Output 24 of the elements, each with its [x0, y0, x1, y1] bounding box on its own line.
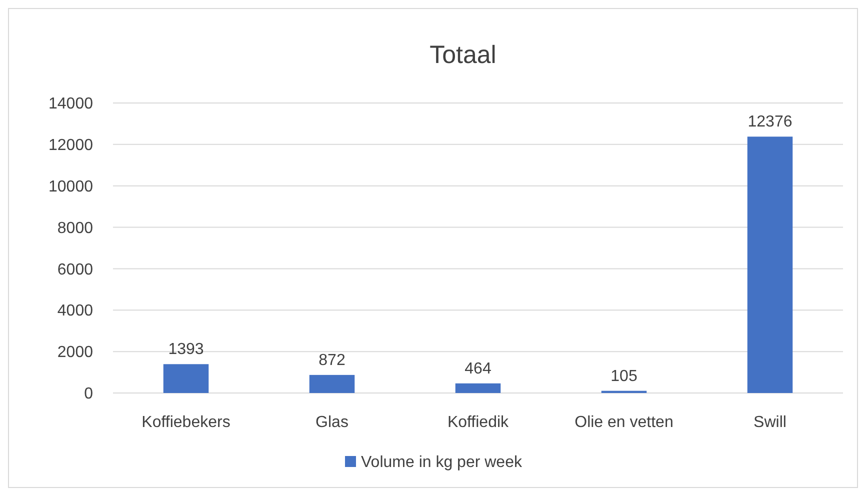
- x-tick-label: Olie en vetten: [574, 414, 674, 431]
- y-tick-label: 12000: [48, 137, 94, 154]
- x-tick-label: Glas: [316, 414, 348, 431]
- y-tick-label: 6000: [57, 261, 94, 278]
- data-label: 12376: [748, 114, 792, 131]
- legend-label: Volume in kg per week: [361, 454, 523, 471]
- bar: [455, 383, 501, 393]
- bar: [309, 374, 355, 393]
- bar: [747, 136, 793, 393]
- y-tick-label: 8000: [57, 220, 94, 237]
- bar: [163, 364, 209, 393]
- x-tick-label: Koffiedik: [447, 414, 510, 431]
- y-tick-label: 14000: [48, 96, 94, 113]
- data-label: 464: [464, 360, 492, 378]
- data-label: 105: [610, 368, 638, 385]
- data-label: 872: [318, 352, 346, 369]
- y-tick-label: 10000: [48, 178, 94, 196]
- data-label: 1393: [168, 341, 204, 358]
- y-tick-label: 0: [84, 386, 94, 403]
- y-tick-label: 2000: [57, 344, 94, 362]
- x-tick-label: Swill: [754, 414, 786, 431]
- chart-title: Totaal: [430, 41, 496, 69]
- y-tick-label: 4000: [57, 302, 94, 320]
- x-tick-label: Koffiebekers: [142, 414, 230, 431]
